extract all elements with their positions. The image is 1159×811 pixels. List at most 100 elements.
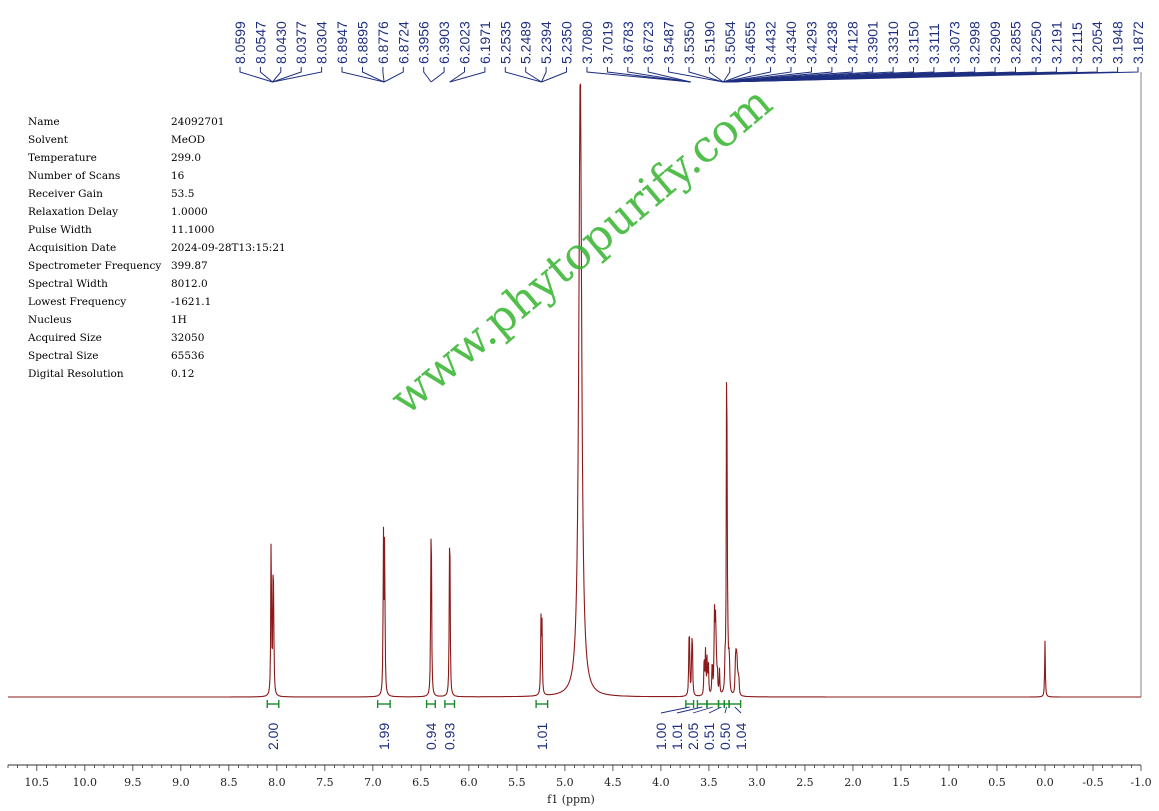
peak-connector [449,67,486,83]
parameter-value: 65536 [171,350,205,362]
x-tick-label: 9.0 [172,776,190,789]
peak-connector [688,67,724,83]
peak-label: 3.4340 [783,21,799,64]
integral-connector [660,706,690,714]
peak-connector [586,67,691,83]
x-tick-label: 6.0 [460,776,478,789]
parameter-row: Receiver Gain 53.5 [28,185,286,203]
spectrum-trace [8,83,1141,698]
peak-connector [423,67,432,83]
x-tick-label: 3.5 [700,776,718,789]
parameter-row: Lowest Frequency -1621.1 [28,293,286,311]
peak-connector [504,67,542,83]
integral-connector [734,706,742,714]
x-tick-label: 10.0 [73,776,98,789]
x-tick-label: 0.0 [1036,776,1054,789]
peak-connector [541,67,567,83]
peak-connector [383,67,404,83]
parameter-key: Name [28,116,60,128]
x-tick-label: 10.5 [25,776,50,789]
peak-connector [272,67,282,83]
peak-label: 6.2023 [457,21,473,64]
integral-connector [724,706,728,714]
parameter-rows: Name 24092701 Solvent MeOD Temperature 299.0 N… [28,113,286,383]
peak-label: 3.3901 [865,21,881,64]
peak-label: 6.8776 [375,21,391,64]
x-tick-label: 2.0 [844,776,862,789]
parameter-row: Spectral Width 8012.0 [28,275,286,293]
x-tick-label: -1.0 [1130,776,1151,789]
x-tick-label: 0.5 [988,776,1006,789]
x-tick-label: 8.0 [268,776,286,789]
peak-connector [723,67,833,83]
peak-connector [541,67,547,83]
parameter-key: Temperature [28,152,97,164]
peak-connector [668,67,724,83]
peak-label: 3.7080 [579,21,595,64]
peak-label: 3.2909 [987,21,1003,64]
peak-label: 3.3073 [946,21,962,64]
peak-connector [525,67,542,83]
peak-label: 3.4655 [742,21,758,64]
peak-label: 3.4238 [824,21,840,64]
peak-label: 3.4293 [804,21,820,64]
peak-label: 3.5350 [681,21,697,64]
peak-label: 8.0377 [293,21,309,64]
x-tick-label: 6.5 [412,776,430,789]
peak-label: 6.1971 [477,21,493,64]
peak-connector [449,67,465,83]
peak-label: 3.3111 [926,23,942,64]
peak-connector [272,67,302,83]
peak-label: 3.6723 [640,21,656,64]
integral-value: 0.93 [442,723,458,750]
x-tick-label: 4.0 [652,776,670,789]
parameter-key: Spectrometer Frequency [28,260,162,272]
peak-label: 3.7019 [599,21,615,64]
integral-value: 0.94 [423,723,439,750]
parameter-row: Number of Scans 16 [28,167,286,185]
parameter-value: 1H [171,314,187,326]
x-tick-label: 5.5 [508,776,526,789]
peak-label: 5.2535 [497,21,513,64]
peak-connector [723,67,792,83]
parameter-key: Number of Scans [28,170,121,182]
x-tick-label: 1.5 [892,776,910,789]
parameter-key: Lowest Frequency [28,296,127,308]
peak-connector [259,67,273,83]
x-axis-label: f1 (ppm) [547,793,595,806]
peak-connector [723,67,1139,83]
integral-value: 2.05 [685,723,701,750]
x-tick-label: 2.5 [796,776,814,789]
peak-label: 3.2855 [1008,21,1024,64]
peak-connector [239,67,273,83]
integral-connector [708,706,722,714]
peak-label: 6.8724 [395,21,411,64]
integral-value: 0.51 [701,723,717,750]
integral-value: 1.01 [534,723,550,750]
peak-connector [723,67,751,83]
peak-label: 3.2115 [1069,22,1085,64]
parameter-key: Relaxation Delay [28,206,119,218]
integral-value: 1.00 [653,723,669,750]
x-tick-label: -0.5 [1082,776,1103,789]
peak-connector [362,67,385,83]
peak-connector [430,67,445,83]
peak-label: 3.3150 [906,21,922,64]
parameter-value: 399.87 [171,260,208,272]
parameter-key: Spectral Size [28,350,99,362]
integral-value: 1.01 [669,723,685,750]
peak-label: 3.2054 [1089,21,1105,64]
peak-connector [722,67,731,83]
x-tick-label: 1.0 [940,776,958,789]
peak-label: 6.8895 [355,21,371,64]
peak-label: 8.0304 [314,21,330,64]
x-tick-label: 9.5 [124,776,142,789]
peak-connector [723,67,772,83]
parameter-row: Temperature 299.0 [28,149,286,167]
integral-value: 1.04 [733,723,749,750]
parameter-key: Digital Resolution [28,368,124,380]
integral-connector [676,706,703,714]
parameter-value: 8012.0 [171,278,208,290]
parameter-key: Pulse Width [28,224,92,236]
